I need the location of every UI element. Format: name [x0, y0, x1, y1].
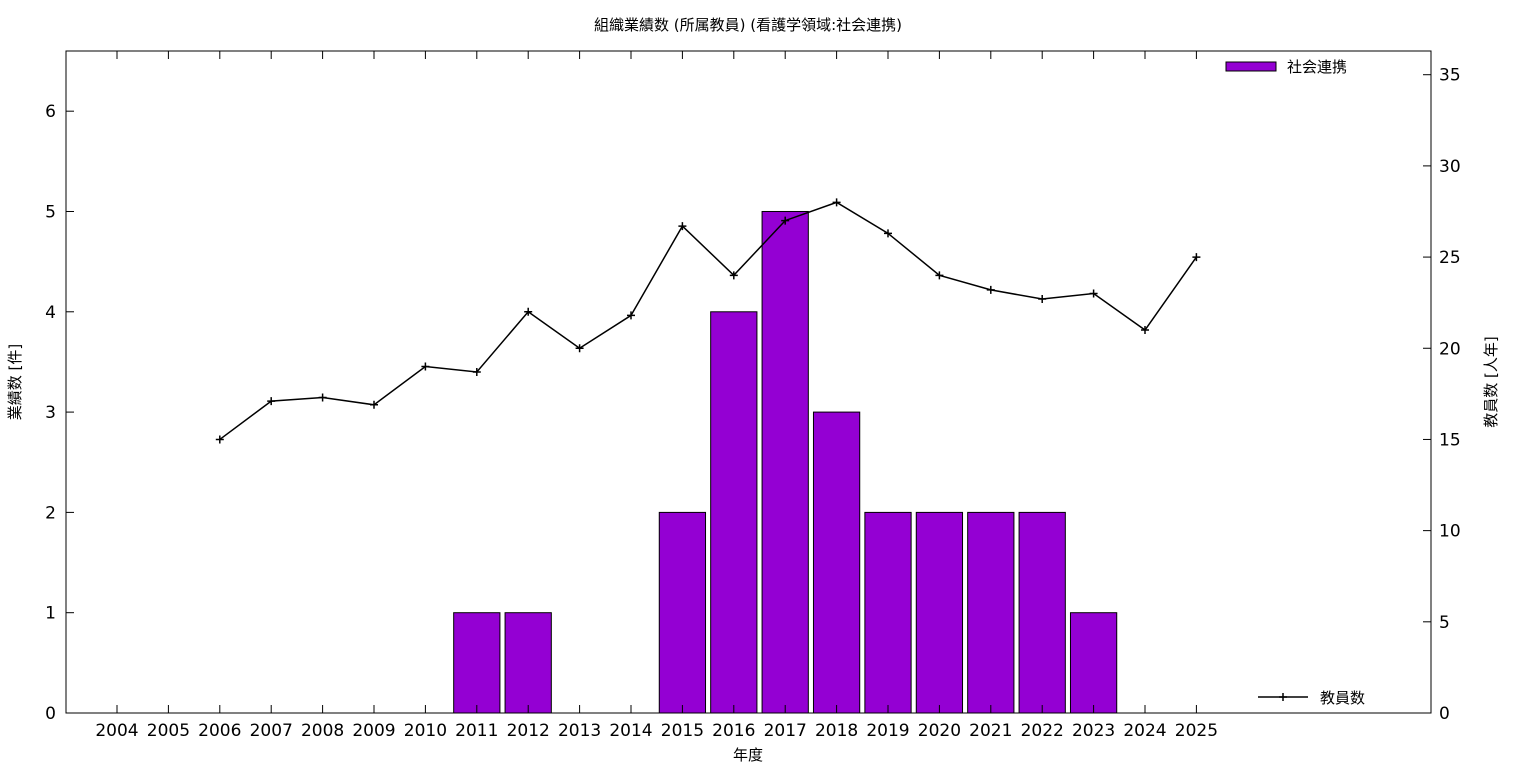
x-tick-label-2021: 2021 — [969, 721, 1012, 741]
line-point-2017 — [781, 216, 790, 225]
line-point-2022 — [1038, 295, 1047, 304]
bar-2017 — [761, 210, 809, 714]
line-point-2012 — [524, 307, 533, 316]
x-tick-label-2010: 2010 — [404, 721, 447, 741]
x-tick-label-2023: 2023 — [1072, 721, 1115, 741]
line-教員数 — [219, 201, 1198, 441]
line-point-2007 — [267, 397, 276, 406]
y2-tick-label-15: 15 — [1439, 430, 1461, 450]
plot-border — [65, 50, 1432, 714]
x-tick-label-2022: 2022 — [1021, 721, 1064, 741]
x-tick-label-2018: 2018 — [815, 721, 858, 741]
x-tick-label-2011: 2011 — [455, 721, 498, 741]
y-tick-label-1: 1 — [45, 604, 56, 624]
line-point-2019 — [884, 229, 892, 238]
line-point-2008 — [318, 393, 327, 402]
legend-bar: 社会連携 — [1225, 58, 1347, 76]
x-tick-label-2014: 2014 — [609, 721, 652, 741]
bar-2016 — [710, 311, 758, 714]
line-point-2009 — [370, 400, 378, 409]
y2-tick-label-30: 30 — [1439, 157, 1461, 177]
y-tick-label-5: 5 — [45, 202, 56, 222]
y-axis-label: 業績数 [件] — [6, 344, 24, 420]
bar-2020 — [915, 511, 964, 714]
bar-2018 — [812, 411, 861, 714]
line-point-2016 — [729, 271, 738, 280]
x-tick-label-2019: 2019 — [866, 721, 909, 741]
line-point-2014 — [627, 311, 635, 320]
x-tick-label-2020: 2020 — [918, 721, 961, 741]
x-tick-label-2004: 2004 — [95, 721, 138, 741]
x-tick-label-2005: 2005 — [147, 721, 190, 741]
line-point-2011 — [472, 367, 481, 376]
bar-2011 — [453, 612, 501, 714]
line-point-2020 — [935, 271, 944, 280]
x-tick-label-2015: 2015 — [661, 721, 704, 741]
y2-tick-label-35: 35 — [1439, 66, 1461, 86]
x-axis-label: 年度 — [733, 746, 763, 764]
y-tick-label-2: 2 — [45, 503, 56, 523]
line-point-2006 — [215, 435, 224, 444]
x-tick-label-2016: 2016 — [712, 721, 755, 741]
x-tick-label-2013: 2013 — [558, 721, 601, 741]
line-point-2023 — [1089, 289, 1098, 298]
y-tick-label-6: 6 — [45, 102, 56, 122]
legend-bar-swatch — [1225, 61, 1277, 72]
y2-tick-label-20: 20 — [1439, 339, 1461, 359]
legend-line: 教員数 — [1258, 689, 1365, 707]
y2-tick-label-10: 10 — [1439, 522, 1461, 542]
legend-bar-label: 社会連携 — [1287, 58, 1347, 76]
bar-2023 — [1069, 612, 1118, 714]
x-tick-label-2024: 2024 — [1123, 721, 1166, 741]
x-tick-label-2008: 2008 — [301, 721, 344, 741]
x-tick-label-2017: 2017 — [764, 721, 807, 741]
y-tick-label-3: 3 — [45, 403, 56, 423]
x-tick-label-2012: 2012 — [507, 721, 550, 741]
bar-2019 — [864, 511, 912, 714]
bars-layer — [453, 210, 1118, 714]
x-tick-label-2007: 2007 — [250, 721, 293, 741]
y2-tick-label-25: 25 — [1439, 248, 1461, 268]
legend-line-marker — [1279, 693, 1287, 701]
y2-tick-label-5: 5 — [1439, 613, 1450, 633]
y2-axis-label: 教員数 [人年] — [1482, 336, 1500, 427]
line-point-2015 — [678, 222, 687, 231]
chart-title: 組織業績数 (所属教員) (看護学領域:社会連携) — [594, 16, 902, 34]
line-point-2024 — [1141, 326, 1149, 335]
line-layer — [215, 198, 1201, 444]
y2-tick-label-0: 0 — [1439, 704, 1450, 724]
line-point-2025 — [1192, 253, 1201, 262]
bar-2015 — [658, 511, 707, 714]
bar-2022 — [1018, 511, 1066, 714]
x-tick-label-2006: 2006 — [198, 721, 241, 741]
bar-2012 — [504, 612, 552, 714]
bar-2021 — [967, 511, 1015, 714]
line-point-2010 — [421, 362, 430, 371]
y-tick-label-4: 4 — [45, 303, 56, 323]
plot-frame — [65, 50, 1432, 714]
x-tick-label-2025: 2025 — [1175, 721, 1218, 741]
line-point-2018 — [832, 198, 841, 207]
line-point-2013 — [575, 344, 584, 353]
x-tick-label-2009: 2009 — [352, 721, 395, 741]
y-tick-label-0: 0 — [45, 704, 56, 724]
legend-line-label: 教員数 — [1320, 689, 1365, 707]
line-point-2021 — [986, 285, 995, 294]
